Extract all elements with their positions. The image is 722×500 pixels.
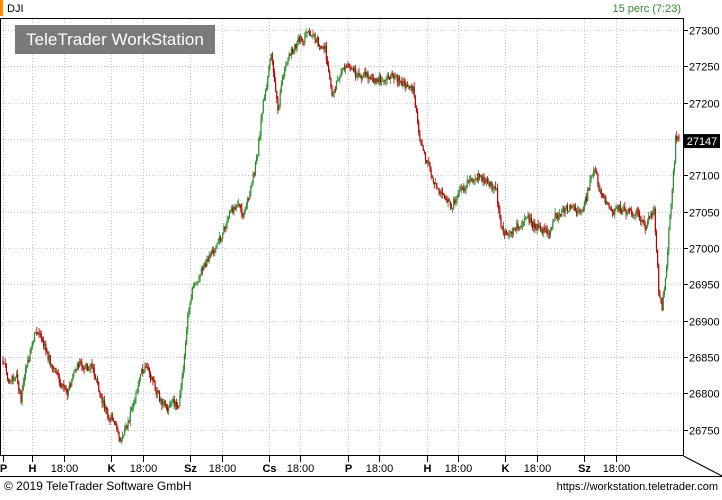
- x-tick-label: 18:00: [287, 463, 315, 475]
- y-tick-label: 27300: [689, 26, 720, 38]
- candle: [569, 205, 570, 213]
- last-value-label: 27147: [687, 136, 718, 148]
- x-tick-label: K: [502, 463, 510, 475]
- x-tick-label: P: [345, 463, 352, 475]
- candle: [258, 137, 259, 157]
- y-tick-label: 26900: [689, 317, 720, 329]
- y-tick-label: 27250: [689, 62, 720, 74]
- candle: [336, 80, 337, 90]
- copyright-text: © 2019 TeleTrader Software GmbH: [4, 479, 192, 493]
- x-tick-label: 18:00: [445, 463, 473, 475]
- x-tick-label: H: [424, 463, 432, 475]
- candle: [658, 263, 659, 296]
- y-tick-label: 27000: [689, 244, 720, 256]
- x-tick-label: H: [29, 463, 37, 475]
- y-tick-label: 26800: [689, 389, 720, 401]
- x-tick-label: 18:00: [603, 463, 631, 475]
- candle: [263, 99, 264, 114]
- candle: [139, 378, 140, 387]
- candle: [656, 229, 657, 253]
- candle: [98, 381, 99, 392]
- candle: [666, 265, 667, 279]
- candle: [268, 65, 269, 78]
- x-tick-label: P: [0, 463, 7, 475]
- symbol-marker: [0, 0, 3, 16]
- candle: [34, 332, 35, 342]
- candle: [587, 187, 588, 202]
- candle: [655, 207, 656, 236]
- candle: [267, 76, 268, 91]
- candle: [675, 134, 676, 164]
- x-tick-label: Sz: [184, 463, 197, 475]
- y-tick-label: 27200: [689, 99, 720, 111]
- candle: [250, 185, 251, 197]
- x-tick-label: Cs: [262, 463, 276, 475]
- interval-label: 15 perc (7:23): [613, 3, 681, 15]
- candle: [423, 145, 424, 151]
- x-tick-label: K: [108, 463, 116, 475]
- y-tick-label: 26850: [689, 353, 720, 365]
- x-tick-label: 18:00: [51, 463, 79, 475]
- x-tick-label: 18:00: [366, 463, 394, 475]
- x-tick-label: 18:00: [130, 463, 158, 475]
- candle: [331, 84, 332, 96]
- x-tick-label: 18:00: [524, 463, 552, 475]
- y-tick-label: 27050: [689, 208, 720, 220]
- x-tick-label: 18:00: [209, 463, 237, 475]
- candle: [426, 160, 427, 164]
- y-tick-label: 26950: [689, 280, 720, 292]
- symbol-label: DJI: [7, 3, 24, 15]
- watermark-text: TeleTrader WorkStation: [26, 30, 204, 49]
- last-value-tag: 27147: [684, 134, 720, 148]
- candle: [669, 214, 670, 230]
- x-tick-label: Sz: [578, 463, 591, 475]
- candle: [192, 286, 193, 300]
- candle: [141, 369, 142, 375]
- y-tick-label: 27100: [689, 171, 720, 183]
- candle: [255, 161, 256, 176]
- y-tick-label: 26750: [689, 426, 720, 438]
- candle: [665, 277, 666, 290]
- candle: [628, 208, 629, 213]
- footer-url[interactable]: https://workstation.teletrader.com: [557, 481, 718, 493]
